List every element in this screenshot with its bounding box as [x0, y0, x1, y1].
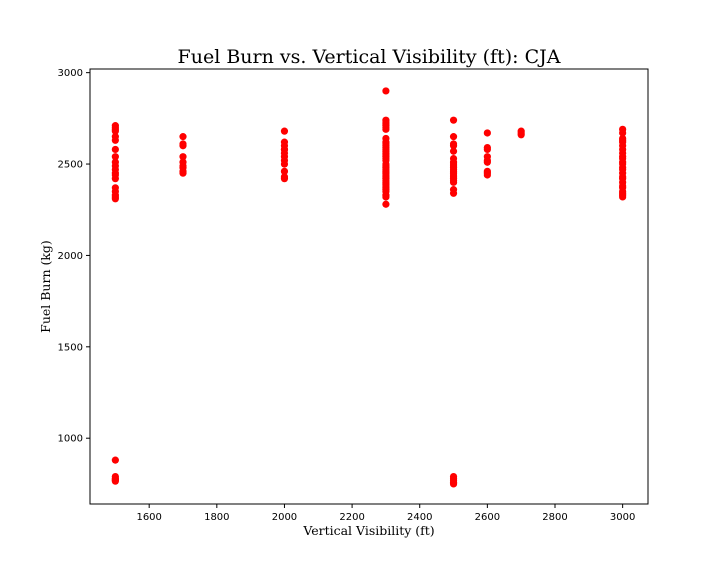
data-point [382, 154, 390, 163]
x-axis-label: Vertical Visibility (ft) [302, 523, 434, 538]
y-tick-label: 2500 [58, 160, 83, 171]
data-points [111, 87, 627, 488]
data-point [382, 125, 390, 133]
x-tick-label: 2200 [339, 512, 364, 523]
data-point [483, 171, 491, 179]
data-point [382, 167, 390, 175]
data-point [280, 167, 289, 175]
data-point [382, 147, 390, 155]
y-tick-label: 1000 [58, 434, 83, 445]
data-point [382, 200, 390, 208]
y-tick-label: 3000 [58, 68, 83, 79]
data-point [619, 193, 627, 201]
data-point [449, 133, 458, 141]
data-point [449, 480, 458, 488]
data-point [449, 189, 458, 197]
data-point [483, 145, 491, 154]
data-point [111, 145, 119, 154]
x-tick-label: 2800 [542, 512, 567, 523]
data-point [517, 131, 525, 139]
data-point [111, 153, 119, 161]
data-point [280, 175, 289, 183]
data-point [179, 169, 187, 177]
data-point [179, 142, 187, 150]
data-point [449, 116, 458, 124]
x-tick-label: 2400 [407, 512, 432, 523]
y-tick-label: 1500 [58, 342, 83, 353]
plot-area-frame [89, 68, 649, 505]
data-point [280, 160, 289, 168]
data-point [280, 145, 289, 154]
data-point [111, 136, 119, 144]
data-point [179, 133, 187, 141]
data-point [111, 477, 119, 485]
x-tick-label: 3000 [610, 512, 635, 523]
data-point [619, 129, 627, 137]
x-tick-label: 1800 [204, 512, 229, 523]
data-point [449, 147, 458, 155]
y-tick-label: 2000 [58, 251, 83, 262]
data-point [483, 129, 491, 137]
data-point [179, 153, 187, 161]
x-tick-label: 2000 [272, 512, 297, 523]
data-point [382, 87, 390, 95]
x-tick-label: 1600 [136, 512, 161, 523]
data-point [449, 142, 458, 150]
data-point [111, 175, 119, 183]
data-point [382, 140, 390, 148]
x-tick-label: 2600 [475, 512, 500, 523]
chart-title: Fuel Burn vs. Vertical Visibility (ft): … [178, 46, 561, 68]
data-point [382, 193, 390, 201]
data-point [111, 127, 119, 135]
data-point [111, 195, 119, 203]
data-point [449, 178, 458, 186]
data-point [111, 456, 119, 464]
y-axis-label: Fuel Burn (kg) [38, 240, 53, 333]
data-point [280, 127, 289, 135]
data-point [483, 158, 491, 166]
x-axis: 1600 1800 2000 2200 2400 2600 2800 3000 [136, 504, 635, 523]
y-axis: 1000 1500 2000 2500 3000 [58, 68, 90, 445]
